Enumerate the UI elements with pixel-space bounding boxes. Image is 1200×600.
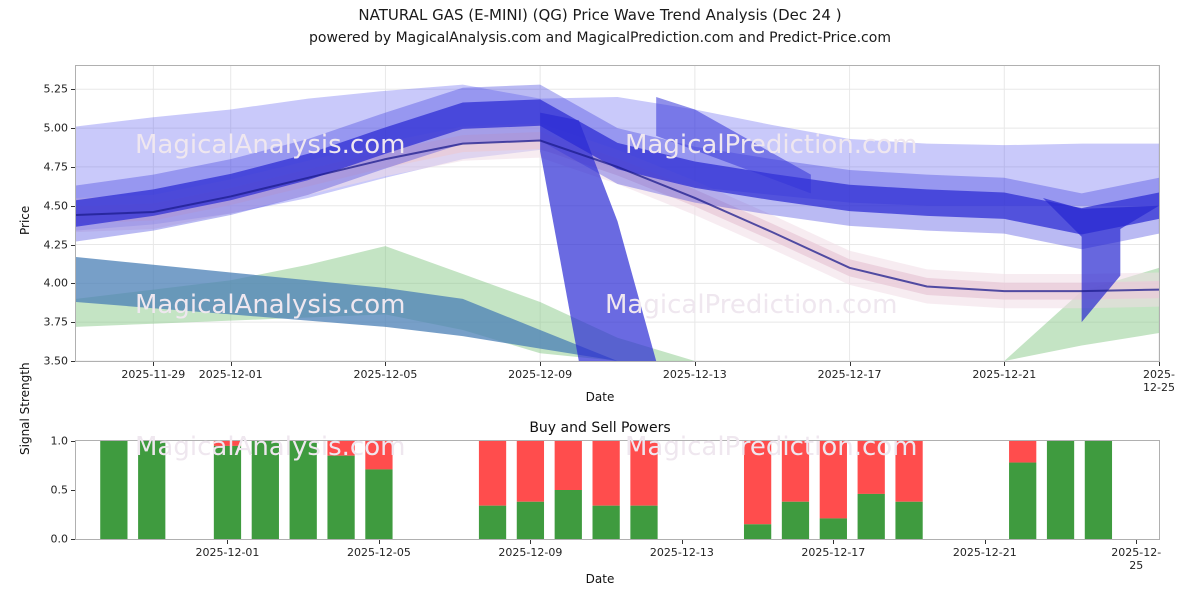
price-x-tick-label: 2025-12-05 — [353, 368, 418, 381]
signal-y-tick — [71, 539, 75, 540]
price-y-axis-title: Price — [18, 205, 32, 235]
signal-x-tick — [530, 540, 532, 544]
price-x-tick — [1159, 362, 1160, 366]
price-y-tick — [71, 89, 75, 91]
price-y-tick — [71, 361, 75, 362]
signal-y-tick — [71, 441, 75, 442]
signal-x-axis-title: Date — [585, 572, 615, 586]
signal-x-tick-label: 2025-12-17 — [801, 546, 866, 559]
price-y-tick — [71, 244, 75, 246]
price-x-tick — [694, 362, 696, 366]
price-x-tick — [153, 362, 155, 366]
price-y-tick-label: 4.25 — [43, 238, 69, 252]
price-wave-chart — [75, 65, 1160, 362]
signal-x-tick-label: 2025-12-09 — [498, 546, 563, 559]
signal-chart-title: Buy and Sell Powers — [529, 420, 671, 436]
price-x-tick-label: 2025-12-21 — [972, 368, 1037, 381]
price-y-tick-label: 4.75 — [43, 160, 69, 174]
price-x-tick — [540, 362, 542, 366]
price-y-tick-label: 4.00 — [43, 276, 69, 290]
price-y-tick-label: 4.50 — [43, 199, 69, 213]
signal-y-axis-title: Signal Strength — [18, 362, 32, 455]
price-x-tick-label: 2025-12-09 — [508, 368, 573, 381]
price-y-tick-label: 3.50 — [43, 354, 69, 368]
price-x-tick-label: 2025-12-25 — [1143, 368, 1175, 394]
signal-x-tick — [1136, 540, 1138, 544]
price-x-axis-title: Date — [585, 390, 615, 404]
price-y-tick — [71, 205, 75, 207]
price-x-tick — [385, 362, 387, 366]
price-x-tick — [230, 362, 232, 366]
price-x-tick — [849, 362, 851, 366]
signal-x-tick — [681, 540, 683, 544]
signal-x-tick — [378, 540, 380, 544]
price-x-tick-label: 2025-12-13 — [662, 368, 727, 381]
price-y-tick-label: 5.00 — [43, 121, 69, 135]
page-title: NATURAL GAS (E-MINI) (QG) Price Wave Tre… — [358, 6, 842, 24]
price-y-tick — [71, 128, 75, 130]
signal-x-tick-label: 2025-12-05 — [346, 546, 411, 559]
price-y-tick-label: 5.25 — [43, 82, 69, 96]
price-wave-svg — [76, 66, 1159, 361]
signal-x-tick-label: 2025-12-21 — [952, 546, 1017, 559]
price-x-tick-label: 2025-12-01 — [198, 368, 263, 381]
buy-sell-power-svg — [100, 441, 1113, 539]
price-y-tick — [71, 166, 75, 168]
price-x-tick — [1004, 362, 1006, 366]
buy-sell-power-chart — [75, 440, 1160, 540]
signal-x-tick-label: 2025-12-13 — [649, 546, 714, 559]
signal-y-tick-label: 0.5 — [50, 483, 69, 497]
signal-x-tick — [227, 540, 229, 544]
signal-x-tick — [833, 540, 835, 544]
signal-x-tick-label: 2025-12-25 — [1111, 546, 1162, 572]
price-y-tick — [71, 322, 75, 324]
price-x-tick-label: 2025-12-17 — [817, 368, 882, 381]
price-x-tick-label: 2025-11-29 — [121, 368, 186, 381]
signal-y-tick-label: 1.0 — [50, 434, 69, 448]
signal-x-tick-label: 2025-12-01 — [195, 546, 260, 559]
signal-y-tick-label: 0.0 — [50, 532, 69, 546]
page-subtitle: powered by MagicalAnalysis.com and Magic… — [309, 30, 891, 46]
price-y-tick-label: 3.75 — [43, 315, 69, 329]
price-y-tick — [71, 283, 75, 285]
signal-x-tick — [984, 540, 986, 544]
signal-y-tick — [71, 490, 75, 491]
